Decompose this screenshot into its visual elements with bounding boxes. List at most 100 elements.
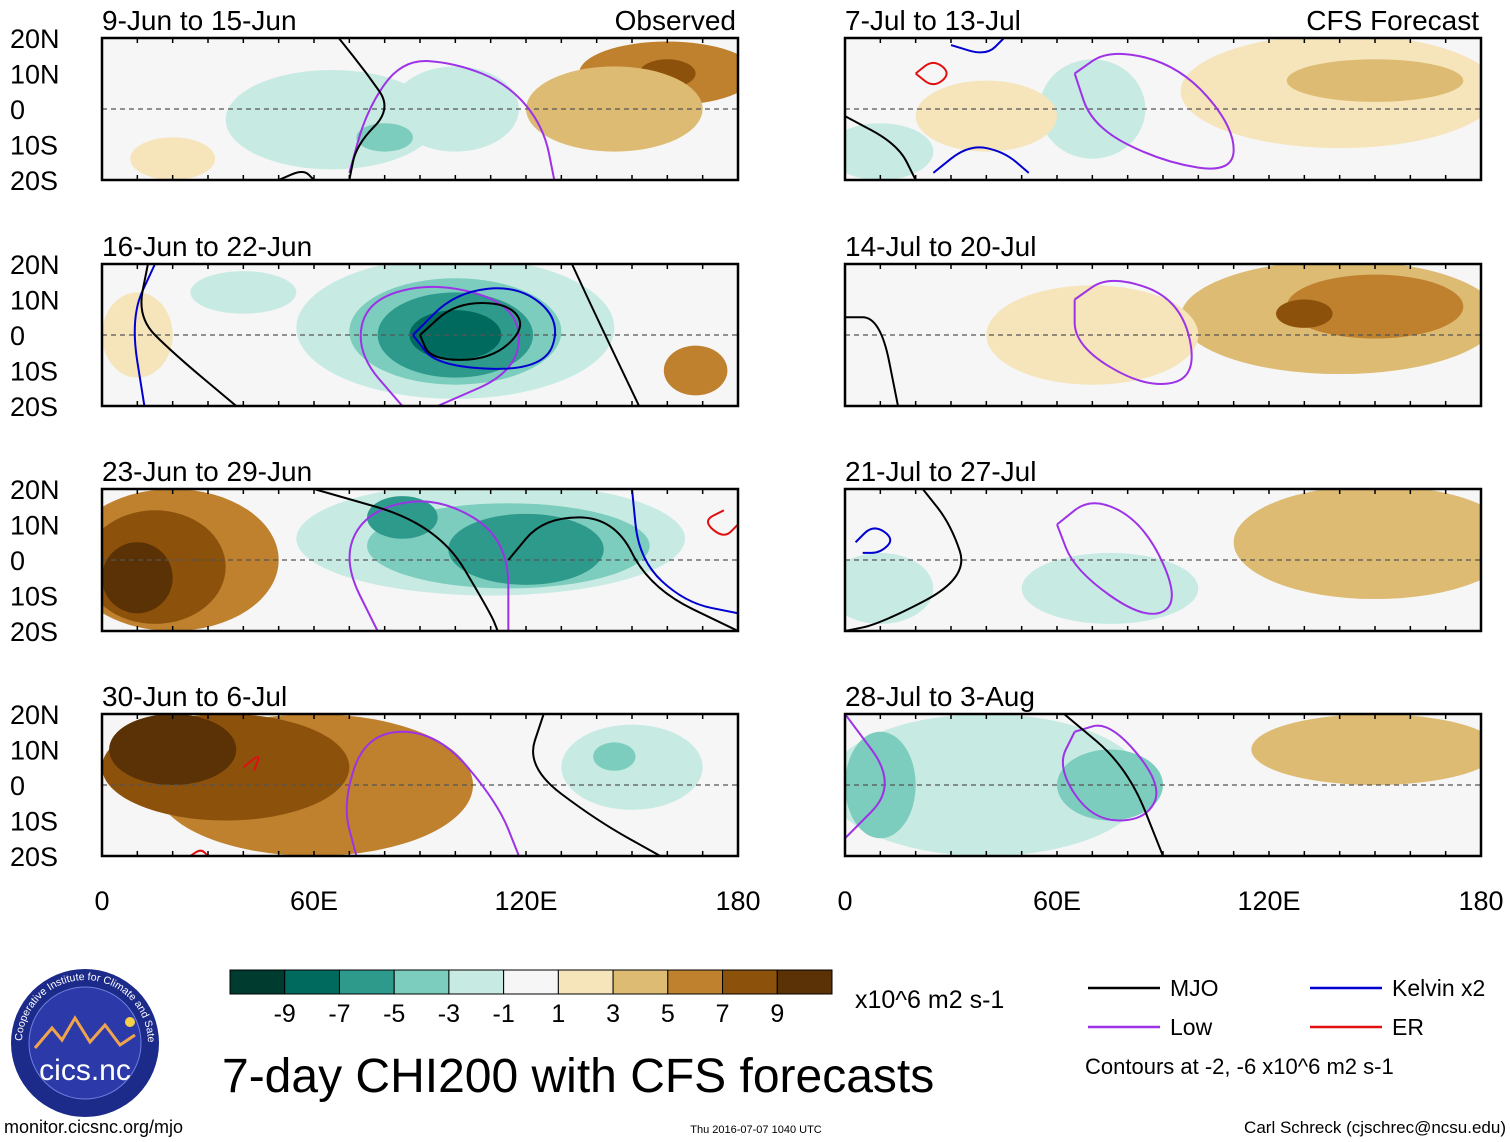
anomaly-blob (1286, 59, 1464, 102)
colorbar-tick-label: 9 (770, 1000, 784, 1028)
contour-kelvin-x2 (932, 146, 1030, 174)
contour-mjo (532, 714, 661, 856)
colorbar-tick-label: 3 (606, 1000, 620, 1028)
colorbar-tick-label: -7 (328, 1000, 350, 1028)
y-tick-label: 0 (10, 95, 25, 125)
panel-1: 20N 10N 0 10S 20S 16-Jun to 22-Jun (10, 231, 740, 422)
contour-kelvin-x2 (631, 489, 738, 615)
panel-0: 20N 10N 0 10S 20S 9-Jun to 15-Jun Observed (10, 5, 740, 196)
panel-label: Observed (615, 5, 736, 36)
anomaly-field (845, 489, 1481, 624)
footer-timestamp: Thu 2016-07-07 1040 UTC (690, 1124, 822, 1136)
anomaly-blob (593, 742, 636, 771)
panel-5: 14-Jul to 20-Jul (843, 231, 1483, 408)
panel-period: 9-Jun to 15-Jun (102, 5, 297, 36)
anomaly-blob (1276, 299, 1333, 328)
colorbar-swatch (229, 969, 286, 995)
contour-er (242, 756, 260, 772)
x-tick-label: 180 (1458, 886, 1503, 916)
y-tick-label: 20S (10, 166, 58, 196)
anomaly-blob (915, 80, 1057, 152)
y-tick-label: 20N (10, 250, 60, 280)
anomaly-blob (1233, 489, 1481, 600)
y-tick-label: 20S (10, 842, 58, 872)
panel-2: 20N 10N 0 10S 20S 23-Jun to 29-Jun (10, 456, 740, 647)
contour-low (1073, 279, 1193, 385)
contour-low (845, 714, 886, 839)
contour-low (345, 730, 520, 856)
contour-mjo (337, 38, 386, 180)
logo-inner-disc (28, 986, 142, 1100)
anomaly-blob (845, 731, 916, 839)
contour-mjo (571, 264, 640, 406)
y-tick-label: 10N (10, 511, 60, 541)
legend-label-er: ER (1392, 1014, 1424, 1040)
figure-title: 7-day CHI200 with CFS forecasts (222, 1050, 934, 1103)
contour-er (915, 61, 948, 86)
panels: 20N 10N 0 10S 20S 9-Jun to 15-Jun Observed 20N 1… (10, 5, 1483, 872)
colorbar-swatch (503, 969, 559, 995)
y-tick-label: 20N (10, 24, 60, 54)
contours (845, 38, 1235, 180)
colorbar-tick-label: -1 (493, 1000, 515, 1028)
panel-period: 21-Jul to 27-Jul (845, 456, 1036, 487)
panel-period: 16-Jun to 22-Jun (102, 231, 312, 262)
contour-low (359, 285, 520, 406)
colorbar-tick-label: -9 (274, 1000, 296, 1028)
y-tick-label: 20N (10, 700, 60, 730)
anomaly-field (130, 41, 738, 180)
legend-label-low: Low (1170, 1014, 1213, 1040)
colorbar-unit-label: x10^6 m2 s-1 (855, 986, 1004, 1014)
legend-contours-note: Contours at -2, -6 x10^6 m2 s-1 (1085, 1054, 1394, 1079)
contours (845, 489, 1173, 631)
contour-mjo (845, 316, 899, 406)
contours (845, 279, 1193, 406)
contour-low (348, 60, 556, 180)
contour-kelvin-x2 (854, 527, 892, 554)
contour-low (1073, 52, 1235, 170)
logo-wave (33, 1015, 136, 1049)
anomaly-blob (102, 542, 173, 614)
panel-period: 7-Jul to 13-Jul (845, 5, 1021, 36)
colorbar: -9 -7 -5 -3 -1 1 3 5 7 9 (229, 969, 833, 1028)
colorbar-tick-label: -5 (383, 1000, 405, 1028)
x-tick-label: 60E (1033, 886, 1081, 916)
colorbar-swatch (776, 969, 833, 995)
y-tick-label: 20S (10, 617, 58, 647)
anomaly-blob (448, 513, 604, 585)
x-tick-label: 180 (715, 886, 760, 916)
footer-url[interactable]: monitor.cicsnc.org/mjo (4, 1117, 183, 1137)
contours (845, 714, 1164, 856)
contours (133, 264, 640, 406)
panel-label: CFS Forecast (1306, 5, 1479, 36)
anomaly-blob (845, 552, 934, 624)
anomaly-blob (190, 271, 297, 314)
contour-mjo (313, 489, 499, 631)
legend: MJO Kelvin x2 Low ER Contours at -2, -6 … (1085, 975, 1485, 1079)
anomaly-field (102, 489, 685, 631)
anomaly-blob (1021, 552, 1199, 624)
y-tick-label: 0 (10, 546, 25, 576)
anomaly-field (845, 38, 1481, 180)
panel-period: 23-Jun to 29-Jun (102, 456, 312, 487)
contours (313, 489, 738, 631)
y-tick-label: 10N (10, 60, 60, 90)
y-tick-label: 10N (10, 736, 60, 766)
anomaly-field (845, 714, 1481, 856)
x-tick-label: 60E (290, 886, 338, 916)
anomaly-blob (1286, 274, 1464, 339)
panel-3: 20N 10N 0 10S 20S 30-Jun to 6-Jul (10, 681, 740, 872)
panel-period: 30-Jun to 6-Jul (102, 681, 287, 712)
contours (189, 714, 661, 856)
contour-mjo (507, 516, 738, 631)
panel-7: 28-Jul to 3-Aug (843, 681, 1483, 858)
legend-label-kelvin: Kelvin x2 (1392, 975, 1485, 1001)
y-tick-label: 0 (10, 321, 25, 351)
y-tick-label: 10S (10, 807, 58, 837)
y-tick-label: 20N (10, 475, 60, 505)
colorbar-swatch (557, 969, 614, 995)
anomaly-blob (845, 123, 934, 180)
contour-mjo (419, 302, 522, 361)
logo-text: cics.nc (39, 1054, 131, 1087)
